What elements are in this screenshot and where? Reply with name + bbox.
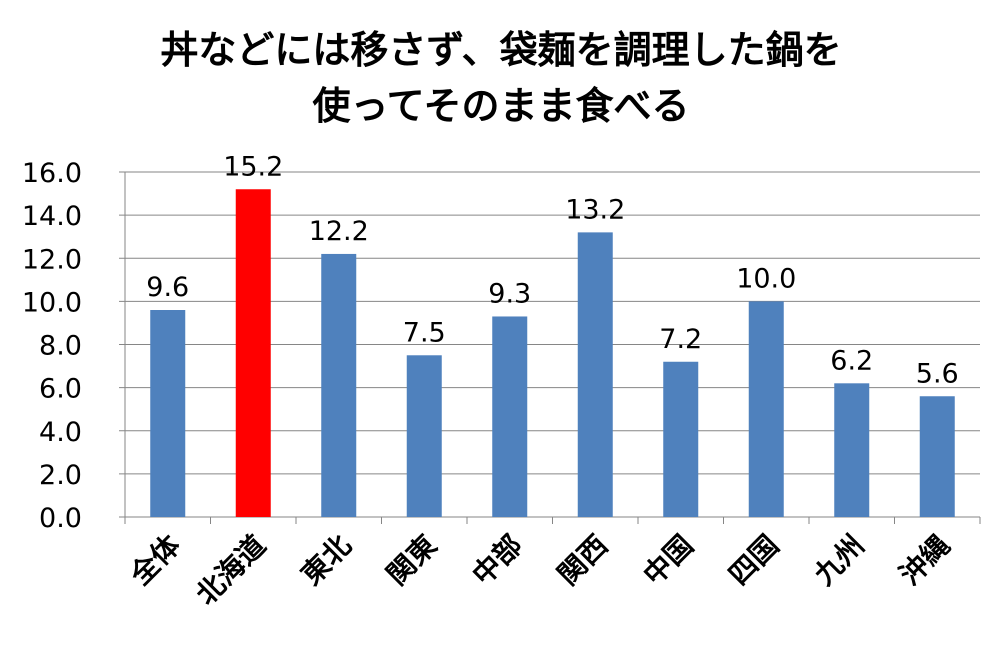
data-label: 12.2 — [309, 216, 369, 247]
category-label: 中部 — [466, 529, 529, 592]
y-tick-label: 4.0 — [39, 417, 82, 448]
chart-title: 丼などには移さず、袋麺を調理した鍋を 使ってそのまま食べる — [0, 22, 1002, 134]
y-tick-label: 0.0 — [39, 503, 82, 534]
category-label: 関西 — [551, 529, 614, 592]
category-labels: 全体 北海道 東北 関東 中部 関西 中国 四国 九州 沖縄 — [123, 528, 956, 611]
category-label: 全体 — [123, 528, 187, 592]
category-label: 四国 — [722, 529, 785, 592]
y-tick-labels: 0.0 2.0 4.0 6.0 8.0 10.0 12.0 14.0 16.0 — [22, 158, 82, 534]
y-tick-label: 10.0 — [22, 287, 82, 318]
bar-5 — [577, 232, 613, 517]
data-label: 7.2 — [659, 324, 702, 355]
y-tick-label: 14.0 — [22, 201, 82, 232]
bar-9 — [919, 396, 955, 517]
y-tick-label: 12.0 — [22, 244, 82, 275]
category-label: 沖縄 — [893, 529, 956, 592]
y-tick-label: 6.0 — [39, 374, 82, 405]
data-label: 9.3 — [488, 278, 531, 309]
category-label: 九州 — [808, 529, 871, 592]
chart-title-line-2: 使ってそのまま食べる — [312, 84, 690, 128]
bar-7 — [748, 301, 784, 517]
bar-8 — [834, 383, 870, 517]
category-label: 北海道 — [189, 529, 272, 612]
bar-3 — [406, 355, 442, 517]
data-label: 13.2 — [565, 194, 625, 225]
category-label: 東北 — [295, 529, 358, 592]
data-label: 9.6 — [146, 272, 189, 303]
chart-title-line-1: 丼などには移さず、袋麺を調理した鍋を — [160, 28, 842, 72]
bar-6 — [663, 361, 699, 517]
bars — [150, 189, 955, 517]
y-tick-label: 2.0 — [39, 460, 82, 491]
data-label: 5.6 — [916, 358, 959, 389]
bar-0 — [150, 310, 186, 517]
data-label: 15.2 — [223, 151, 283, 182]
bar-2 — [321, 253, 357, 517]
data-label: 6.2 — [830, 345, 873, 376]
data-label: 7.5 — [403, 317, 446, 348]
data-label: 10.0 — [736, 263, 796, 294]
bar-1 — [235, 189, 271, 517]
category-label: 関東 — [380, 529, 443, 592]
y-tick-label: 16.0 — [22, 158, 82, 189]
data-labels: 9.6 15.2 12.2 7.5 9.3 13.2 7.2 10.0 6.2 5.6 — [146, 151, 958, 389]
y-tick-label: 8.0 — [39, 331, 82, 362]
bar-4 — [492, 316, 528, 517]
category-label: 中国 — [637, 529, 700, 592]
